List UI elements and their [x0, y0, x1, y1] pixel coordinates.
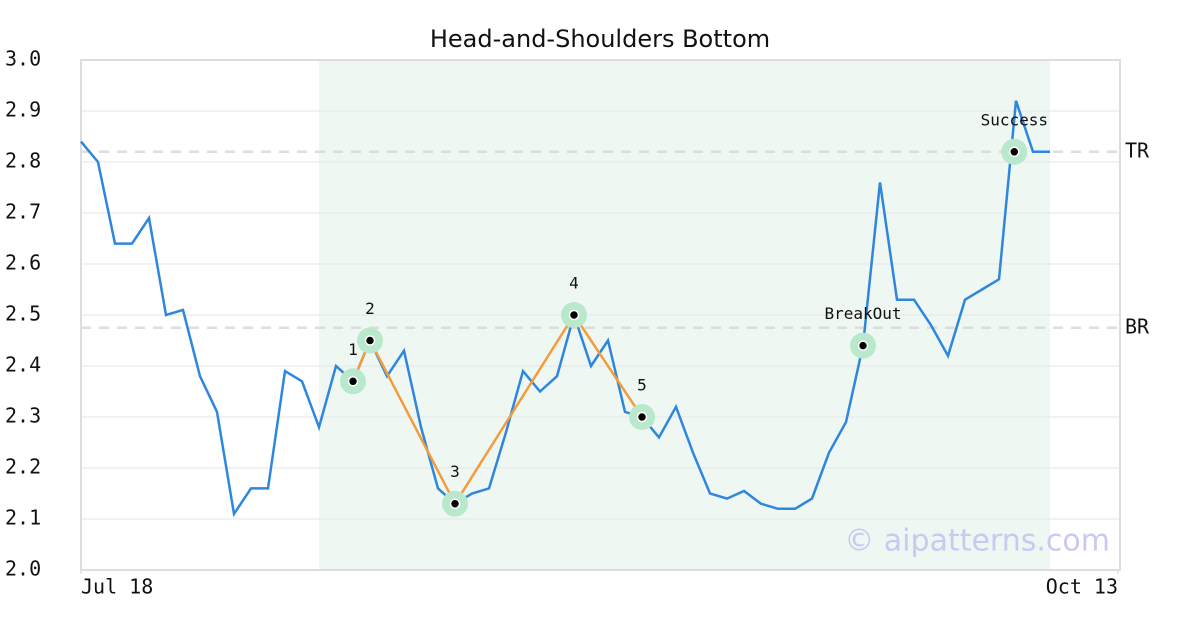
watermark: © aipatterns.com: [844, 524, 1110, 559]
pattern-label: 4: [569, 274, 579, 293]
pattern-label: 2: [365, 299, 375, 318]
y-tick-label: 2.1: [5, 506, 41, 530]
y-tick-label: 2.5: [5, 302, 41, 326]
y-tick-label: 2.0: [5, 557, 41, 581]
pattern-point: [364, 335, 376, 346]
pattern-label: 1: [348, 340, 358, 359]
x-tick-label: Oct 13: [1046, 575, 1118, 599]
pattern-point: [347, 376, 359, 387]
y-tick-label: 2.2: [5, 455, 41, 479]
y-tick-label: 2.4: [5, 353, 41, 377]
pattern-segment: [368, 339, 457, 505]
level-label: BR: [1125, 314, 1150, 338]
chart-title: Head-and-Shoulders Bottom: [430, 25, 770, 53]
pattern-point: [449, 498, 461, 509]
pattern-segment: [453, 314, 576, 505]
y-tick-label: 2.9: [5, 98, 41, 122]
price-line: [80, 100, 1050, 518]
level-label: TR: [1125, 138, 1150, 162]
pattern-label: BreakOut: [824, 304, 901, 323]
pattern-point: [857, 340, 869, 351]
pattern-point: [1009, 146, 1020, 158]
pattern-label: 5: [637, 376, 647, 395]
pattern-segment: [572, 314, 644, 418]
pattern-point: [636, 411, 648, 423]
pattern-label: Success: [981, 110, 1048, 129]
y-tick-label: 2.3: [5, 404, 41, 428]
pattern-point: [568, 309, 580, 321]
y-tick-label: 2.6: [5, 251, 41, 275]
y-tick-label: 2.7: [5, 200, 41, 224]
y-tick-label: 3.0: [5, 47, 41, 71]
x-tick-label: Jul 18: [81, 575, 153, 599]
plot-frame: [80, 59, 1121, 571]
pattern-label: 3: [450, 462, 460, 481]
y-tick-label: 2.8: [5, 149, 41, 173]
